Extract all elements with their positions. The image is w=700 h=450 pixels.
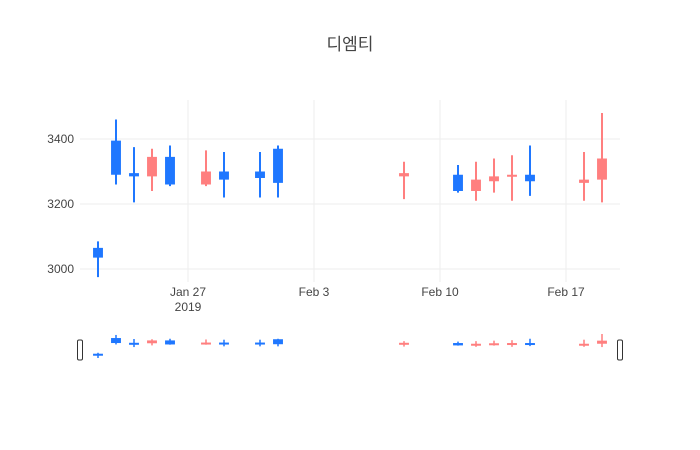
candle-body	[165, 156, 175, 185]
slider-candle	[165, 338, 175, 345]
candle-body	[507, 174, 517, 177]
candle-increasing[interactable]	[453, 165, 463, 193]
candle-decreasing[interactable]	[201, 150, 211, 187]
slider-candle-body	[147, 340, 157, 344]
candle-decreasing[interactable]	[597, 113, 607, 203]
slider-candle	[111, 334, 121, 345]
slider-candle-body	[525, 343, 535, 346]
candle-body	[471, 179, 481, 191]
slider-candle	[597, 334, 607, 348]
slider-candle	[471, 341, 481, 347]
candle-decreasing[interactable]	[147, 148, 157, 191]
candle-increasing[interactable]	[111, 119, 121, 185]
candle-increasing[interactable]	[165, 145, 175, 187]
candle-body	[255, 171, 265, 178]
y-tick-label: 3400	[47, 132, 74, 146]
candle-body	[579, 179, 589, 183]
candle-body	[111, 140, 121, 175]
slider-candle	[453, 341, 463, 346]
slider-candle	[273, 338, 283, 347]
slider-candle-body	[255, 342, 265, 345]
slider-candle-body	[201, 342, 211, 345]
candle-decreasing[interactable]	[489, 158, 499, 193]
candle-body	[525, 174, 535, 182]
slider-candle	[93, 352, 103, 358]
candle-body	[147, 156, 157, 177]
slider-candle	[579, 339, 589, 347]
slider-candle	[147, 339, 157, 346]
slider-candle-body	[471, 343, 481, 346]
slider-candle-body	[453, 343, 463, 346]
range-slider[interactable]	[77, 334, 623, 361]
slider-candle-body	[219, 342, 229, 345]
candle-increasing[interactable]	[525, 145, 535, 196]
candle-body	[219, 171, 229, 180]
slider-candle-body	[489, 343, 499, 346]
candle-body	[597, 158, 607, 180]
slider-candle	[489, 340, 499, 346]
slider-candle	[525, 338, 535, 347]
slider-candle	[219, 339, 229, 347]
slider-candle	[255, 339, 265, 347]
slider-candle-body	[165, 340, 175, 345]
slider-candle	[399, 341, 409, 347]
candle-decreasing[interactable]	[579, 152, 589, 201]
candle-body	[273, 148, 283, 183]
range-slider-left-handle[interactable]	[77, 339, 83, 361]
range-slider-right-handle[interactable]	[617, 339, 623, 361]
candle-increasing[interactable]	[93, 241, 103, 278]
x-tick-label: Jan 27	[170, 285, 206, 299]
candle-decreasing[interactable]	[507, 155, 517, 201]
chart-title: 디엠티	[326, 35, 374, 55]
candle-increasing[interactable]	[129, 147, 139, 203]
slider-candle	[129, 338, 139, 348]
grid-layer	[80, 100, 620, 282]
candle-decreasing[interactable]	[399, 161, 409, 200]
slider-candle-body	[111, 338, 121, 344]
candle-body	[129, 173, 139, 177]
candle-increasing[interactable]	[273, 145, 283, 198]
candle-decreasing[interactable]	[471, 161, 481, 201]
candle-body	[201, 171, 211, 185]
candle-body	[453, 174, 463, 191]
slider-candle-body	[273, 339, 283, 345]
slider-candle-body	[579, 343, 589, 346]
slider-candle-body	[597, 340, 607, 344]
x-tick-label: Feb 10	[421, 285, 459, 299]
x-tick-sublabel: 2019	[175, 300, 202, 314]
y-tick-label: 3000	[47, 262, 74, 276]
candle-increasing[interactable]	[255, 152, 265, 198]
slider-candle-body	[129, 342, 139, 345]
candle-layer	[93, 113, 607, 278]
x-tick-label: Feb 17	[547, 285, 585, 299]
slider-candle	[201, 339, 211, 345]
slider-candle-body	[93, 353, 103, 356]
slider-candle-body	[399, 342, 409, 345]
x-tick-label: Feb 3	[299, 285, 330, 299]
candle-body	[489, 176, 499, 182]
candle-increasing[interactable]	[219, 152, 229, 198]
candle-body	[399, 173, 409, 177]
slider-candle	[507, 340, 517, 347]
candle-body	[93, 247, 103, 258]
slider-candle-body	[507, 343, 517, 346]
y-tick-label: 3200	[47, 197, 74, 211]
